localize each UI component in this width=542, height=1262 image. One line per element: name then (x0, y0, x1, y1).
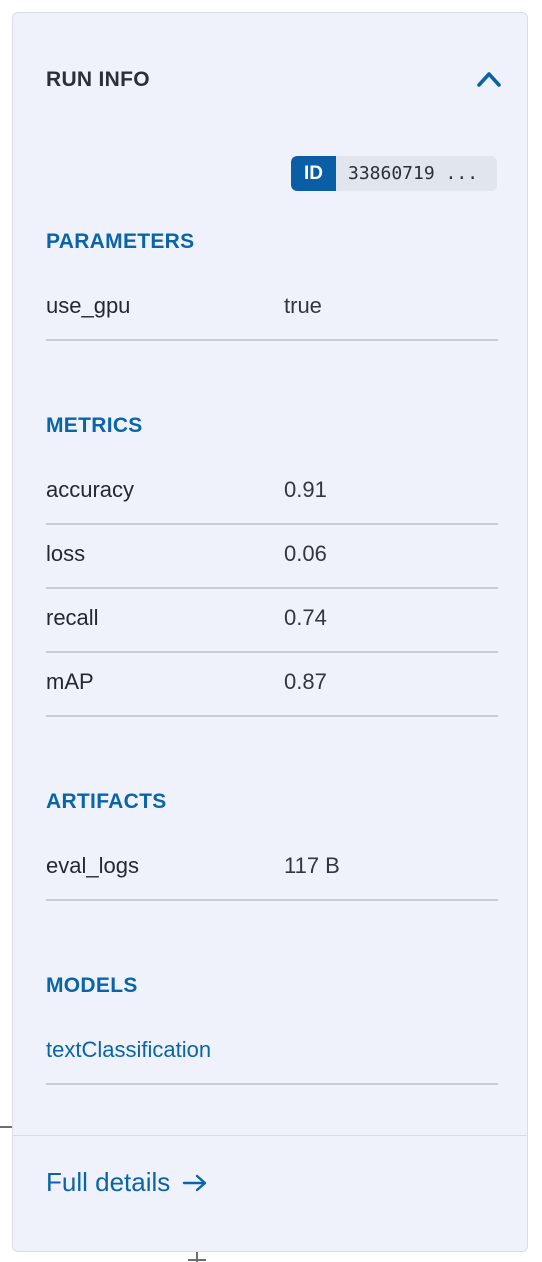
artifact-name: eval_logs (46, 853, 139, 878)
id-label: ID (291, 156, 336, 191)
artifact-row: eval_logs 117 B (46, 837, 498, 901)
parameter-key: use_gpu (46, 293, 131, 318)
collapse-button[interactable] (473, 65, 505, 93)
metric-value: 0.87 (284, 669, 327, 694)
metric-row: accuracy 0.91 (46, 461, 498, 525)
background-edge-line-bottom (196, 1252, 198, 1262)
artifacts-section-title: ARTIFACTS (46, 790, 167, 813)
metrics-section-title: METRICS (46, 414, 143, 437)
artifact-size: 117 B (284, 853, 340, 878)
metric-row: mAP 0.87 (46, 653, 498, 717)
metric-row: recall 0.74 (46, 589, 498, 653)
metric-value: 0.91 (284, 477, 327, 502)
metric-key: loss (46, 541, 86, 566)
background-edge-line-left (0, 1126, 12, 1128)
parameter-value: true (284, 293, 322, 318)
metric-key: mAP (46, 669, 94, 694)
parameter-row: use_gpu true (46, 277, 498, 341)
metric-key: accuracy (46, 477, 135, 502)
metric-row: loss 0.06 (46, 525, 498, 589)
footer-divider (13, 1135, 527, 1136)
background-edge-line-bottom-2 (188, 1259, 206, 1261)
run-info-panel: RUN INFO ID 33860719 ... PARAMETERS use_… (12, 12, 528, 1252)
full-details-label: Full details (46, 1167, 171, 1197)
metric-key: recall (46, 605, 99, 630)
model-link[interactable]: textClassification (46, 1037, 212, 1062)
model-row: textClassification (46, 1021, 498, 1085)
arrow-right-icon (182, 1174, 208, 1192)
metric-value: 0.06 (284, 541, 327, 566)
models-section-title: MODELS (46, 974, 138, 997)
run-id-badge[interactable]: ID 33860719 ... (291, 156, 497, 191)
chevron-up-icon (477, 72, 501, 87)
parameters-section-title: PARAMETERS (46, 230, 195, 253)
run-id-value: 33860719 ... (348, 163, 479, 184)
panel-header: RUN INFO (13, 13, 527, 143)
full-details-link[interactable]: Full details (46, 1167, 208, 1198)
panel-title: RUN INFO (46, 68, 150, 91)
metric-value: 0.74 (284, 605, 327, 630)
